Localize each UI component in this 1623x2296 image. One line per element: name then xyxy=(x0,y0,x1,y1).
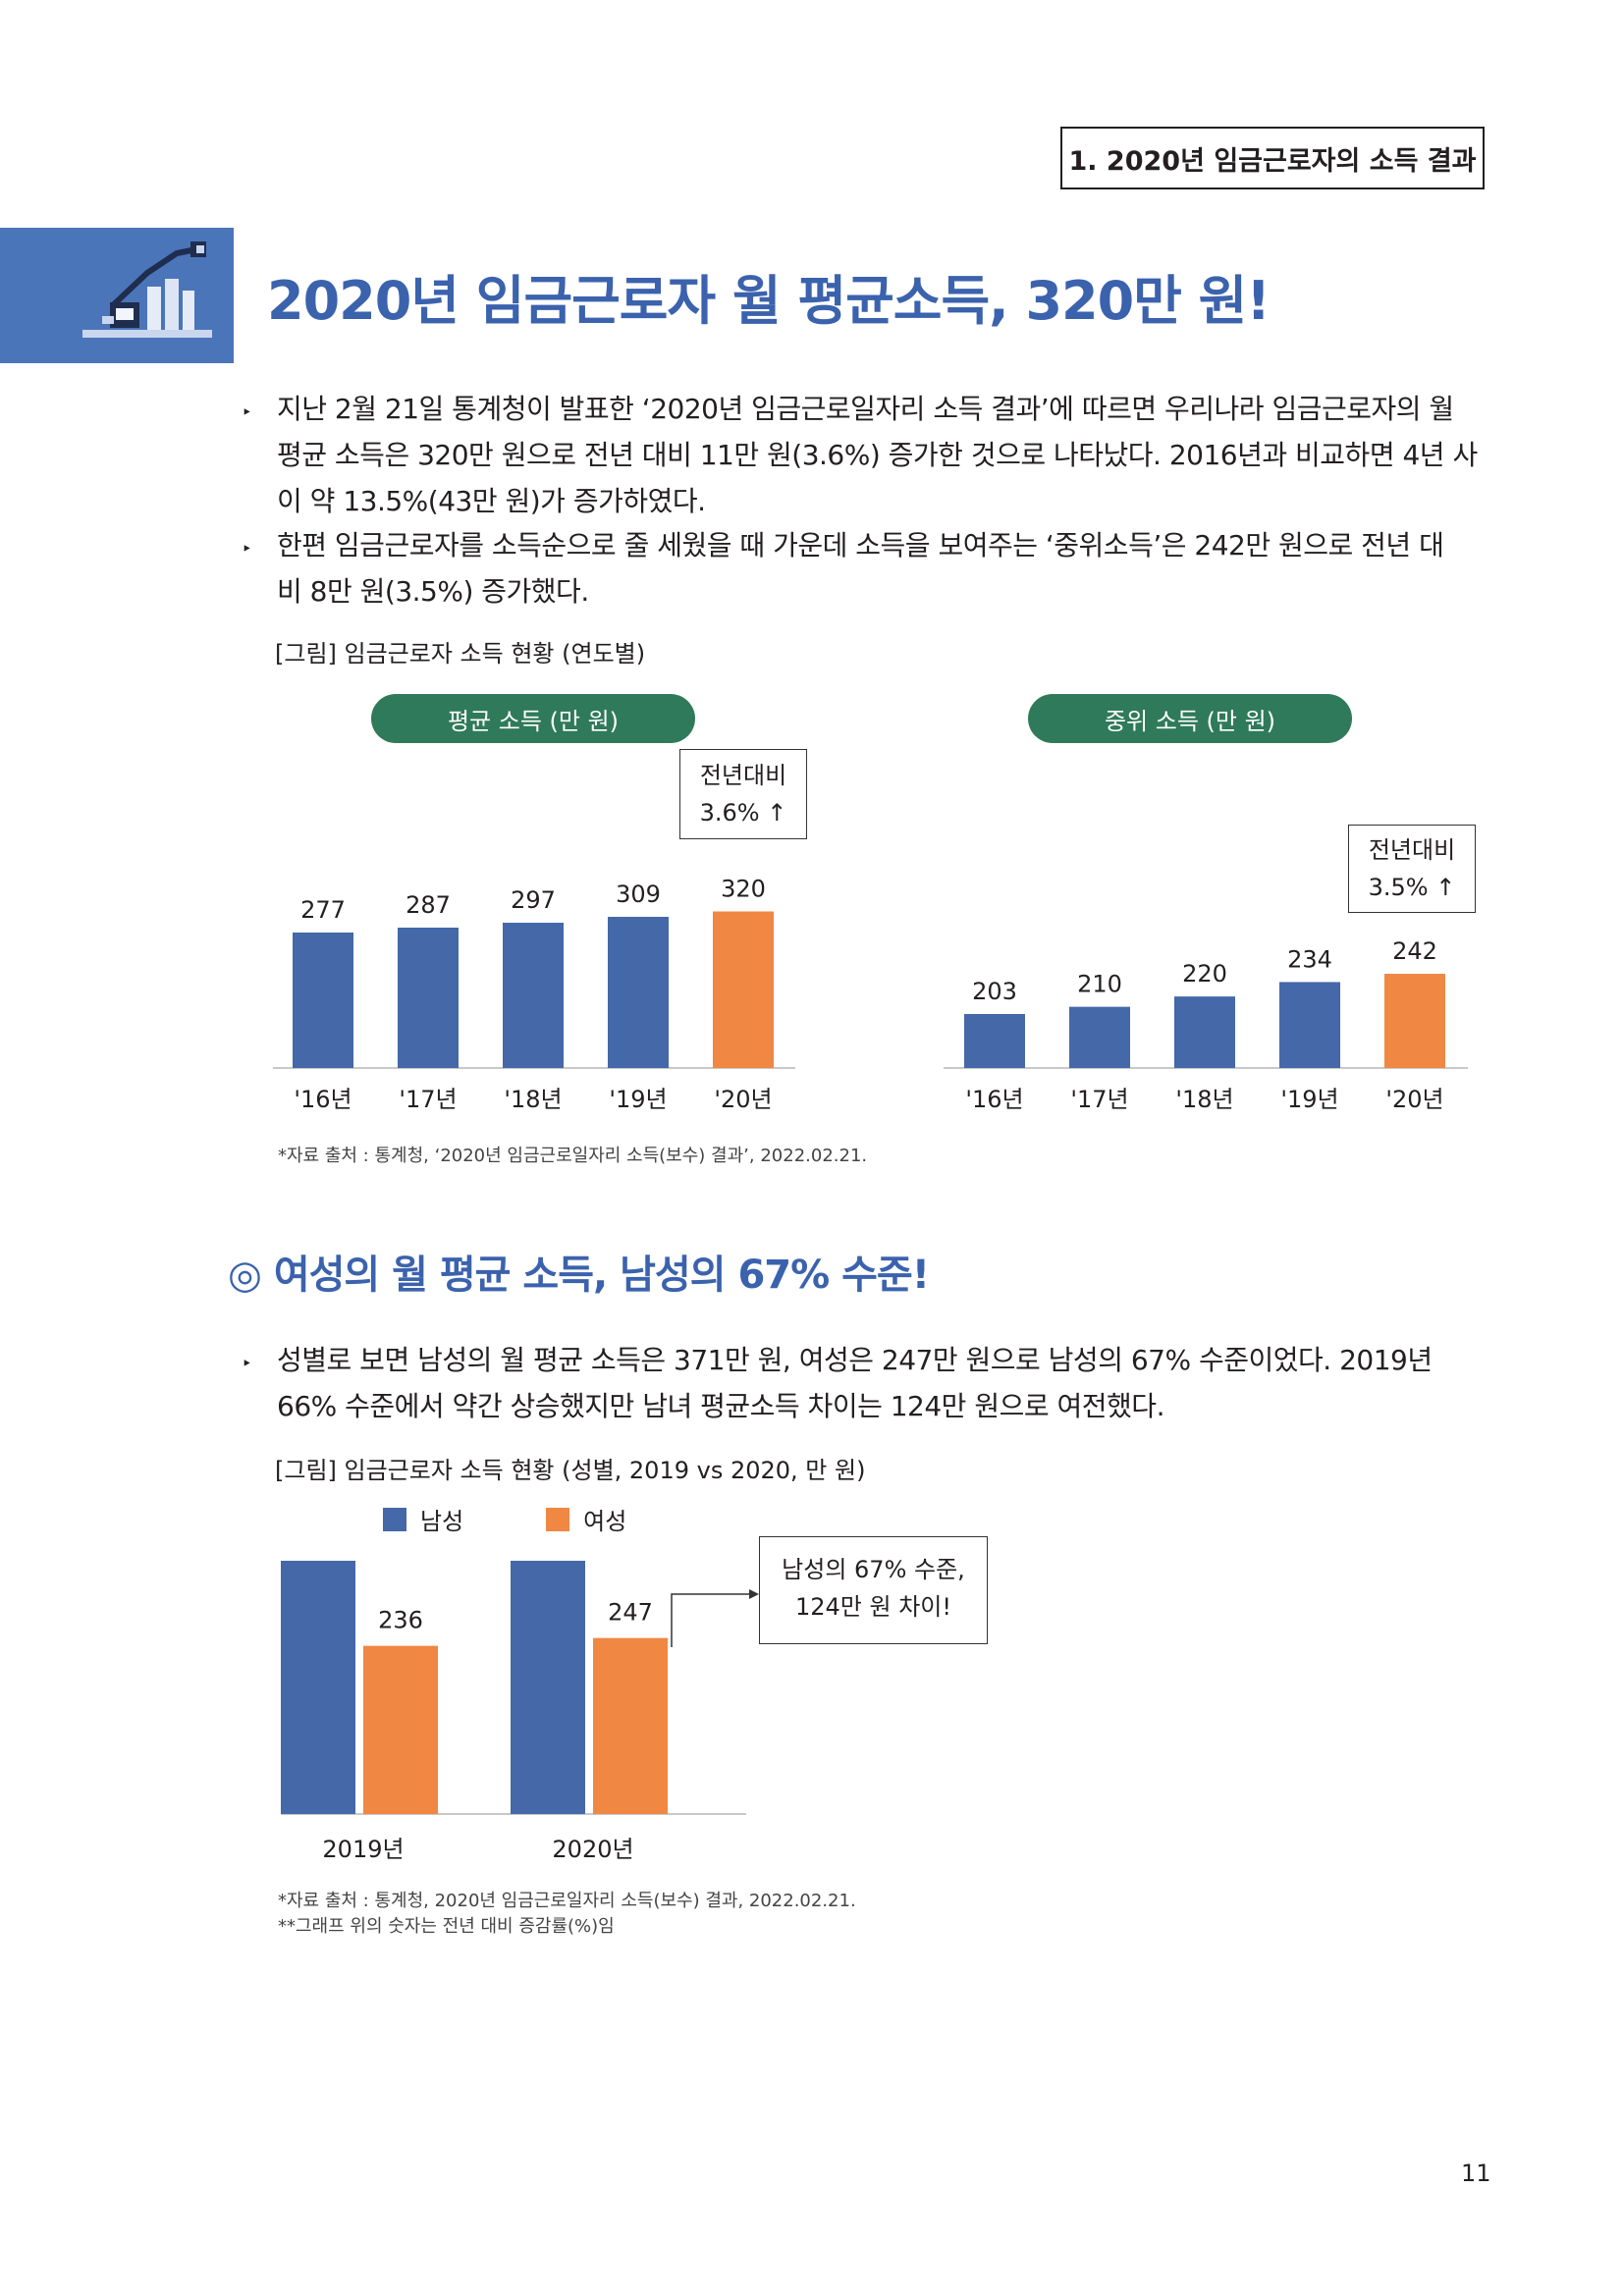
callout-connector xyxy=(671,1593,751,1647)
bar xyxy=(1069,1006,1130,1068)
legend-swatch-female xyxy=(546,1507,570,1531)
callout-line: 3.5% ↑ xyxy=(1368,874,1456,901)
page-title: 2020년 임금근로자 월 평균소득, 320만 원! xyxy=(267,270,1271,332)
section-label: 1. 2020년 임금근로자의 소득 결과 xyxy=(1060,127,1485,189)
bar xyxy=(608,917,669,1068)
bar xyxy=(503,923,564,1068)
data-label: 234 xyxy=(1287,945,1332,973)
legend-label-female: 여성 xyxy=(583,1508,627,1535)
bar xyxy=(1384,974,1445,1068)
data-label: 320 xyxy=(721,876,766,903)
bar xyxy=(713,911,774,1068)
text-line: 이 약 13.5%(43만 원)가 증가하였다. xyxy=(277,485,706,517)
chart-growth-icon xyxy=(82,241,212,338)
figure-footnote: **그래프 위의 숫자는 전년 대비 증감률(%)임 xyxy=(278,1916,615,1937)
yoy-callout-average: 전년대비 3.6% ↑ xyxy=(679,749,807,839)
bar xyxy=(593,1637,668,1814)
tick-label: 2020년 xyxy=(552,1836,633,1863)
section-subtitle: ◎ 여성의 월 평균 소득, 남성의 67% 수준! xyxy=(228,1253,930,1298)
tick-label: '18년 xyxy=(1175,1086,1233,1113)
legend-label-male: 남성 xyxy=(420,1508,464,1535)
text-line: 66% 수준에서 약간 상승했지만 남녀 평균소득 차이는 124만 원으로 여… xyxy=(277,1390,1164,1422)
tick-label: '17년 xyxy=(1070,1086,1128,1113)
tick-label: '19년 xyxy=(1280,1086,1338,1113)
data-label: 236 xyxy=(378,1607,423,1634)
gender-income-chart: 3602362019년3712472020년 xyxy=(281,1561,759,1863)
tick-label: 2019년 xyxy=(322,1836,404,1863)
data-label: 247 xyxy=(608,1599,653,1627)
page-number: 11 xyxy=(1461,2160,1491,2187)
tick-label: '18년 xyxy=(504,1086,562,1113)
text-line: 성별로 보면 남성의 월 평균 소득은 371만 원, 여성은 247만 원으로… xyxy=(277,1344,1433,1376)
median-income-chart: 203 '16년 210 '17년 220 '18년 234 '19년 242 '20년 xyxy=(944,937,1468,1113)
figure-caption: [그림] 임금근로자 소득 현황 (연도별) xyxy=(275,640,646,667)
bar xyxy=(398,928,459,1068)
legend-swatch-male xyxy=(383,1507,406,1531)
bar xyxy=(511,1561,585,1814)
callout-line: 남성의 67% 수준, xyxy=(782,1556,965,1583)
data-label: 203 xyxy=(972,978,1017,1005)
chart-legend: 남성 여성 xyxy=(383,1502,626,1536)
tick-label: '20년 xyxy=(714,1086,772,1113)
bullet-marker-icon: ‣ xyxy=(242,1354,252,1374)
gender-gap-callout: 남성의 67% 수준, 124만 원 차이! xyxy=(759,1536,988,1644)
data-label: 210 xyxy=(1077,971,1122,998)
figure-caption: [그림] 임금근로자 소득 현황 (성별, 2019 vs 2020, 만 원) xyxy=(275,1457,866,1484)
yoy-callout-median: 전년대비 3.5% ↑ xyxy=(1348,825,1476,913)
data-label: 242 xyxy=(1392,937,1437,965)
bullet-paragraph-3: ‣ 성별로 보면 남성의 월 평균 소득은 371만 원, 여성은 247만 원… xyxy=(242,1337,1485,1429)
text-line: 평균 소득은 320만 원으로 전년 대비 11만 원(3.6%) 증가한 것으… xyxy=(277,439,1478,471)
bullet-marker-icon: ‣ xyxy=(242,402,252,423)
average-income-chart: 277 '16년 287 '17년 297 '18년 309 '19년 320 '20년 xyxy=(273,876,795,1113)
arrowhead-icon xyxy=(749,1589,759,1599)
callout-line: 전년대비 xyxy=(699,762,787,789)
callout-line: 124만 원 차이! xyxy=(794,1593,951,1621)
bullet-paragraph-2: ‣ 한편 임금근로자를 소득순으로 줄 세웠을 때 가운데 소득을 보여주는 ‘… xyxy=(242,522,1485,614)
bar xyxy=(1174,996,1235,1068)
data-label: 287 xyxy=(406,891,451,919)
figure-source: *자료 출처 : 통계청, ‘2020년 임금근로일자리 소득(보수) 결과’,… xyxy=(278,1146,868,1166)
text-line: 지난 2월 21일 통계청이 발표한 ‘2020년 임금근로일자리 소득 결과’… xyxy=(277,393,1454,425)
figure-source: *자료 출처 : 통계청, 2020년 임금근로일자리 소득(보수) 결과, 2… xyxy=(278,1891,856,1911)
tick-label: '17년 xyxy=(399,1086,457,1113)
data-label: 297 xyxy=(511,886,556,914)
title-icon-block xyxy=(0,228,234,363)
callout-line: 3.6% ↑ xyxy=(699,799,787,827)
data-label: 277 xyxy=(300,896,346,924)
bar xyxy=(1279,982,1340,1068)
bar xyxy=(281,1561,355,1814)
bar xyxy=(964,1014,1025,1068)
bar xyxy=(363,1645,438,1814)
chart-title-pill-average: 평균 소득 (만 원) xyxy=(371,694,695,743)
tick-label: '20년 xyxy=(1385,1086,1443,1113)
chart-title-pill-median: 중위 소득 (만 원) xyxy=(1028,694,1352,743)
tick-label: '16년 xyxy=(294,1086,352,1113)
data-label: 220 xyxy=(1182,960,1227,988)
data-label: 309 xyxy=(616,881,661,908)
callout-line: 전년대비 xyxy=(1368,836,1456,864)
text-line: 한편 임금근로자를 소득순으로 줄 세웠을 때 가운데 소득을 보여주는 ‘중위… xyxy=(277,529,1444,561)
bar xyxy=(293,933,353,1068)
text-line: 비 8만 원(3.5%) 증가했다. xyxy=(277,575,589,608)
tick-label: '16년 xyxy=(965,1086,1023,1113)
bullet-marker-icon: ‣ xyxy=(242,539,252,560)
tick-label: '19년 xyxy=(609,1086,667,1113)
bullet-paragraph-1: ‣ 지난 2월 21일 통계청이 발표한 ‘2020년 임금근로일자리 소득 결… xyxy=(242,386,1485,524)
